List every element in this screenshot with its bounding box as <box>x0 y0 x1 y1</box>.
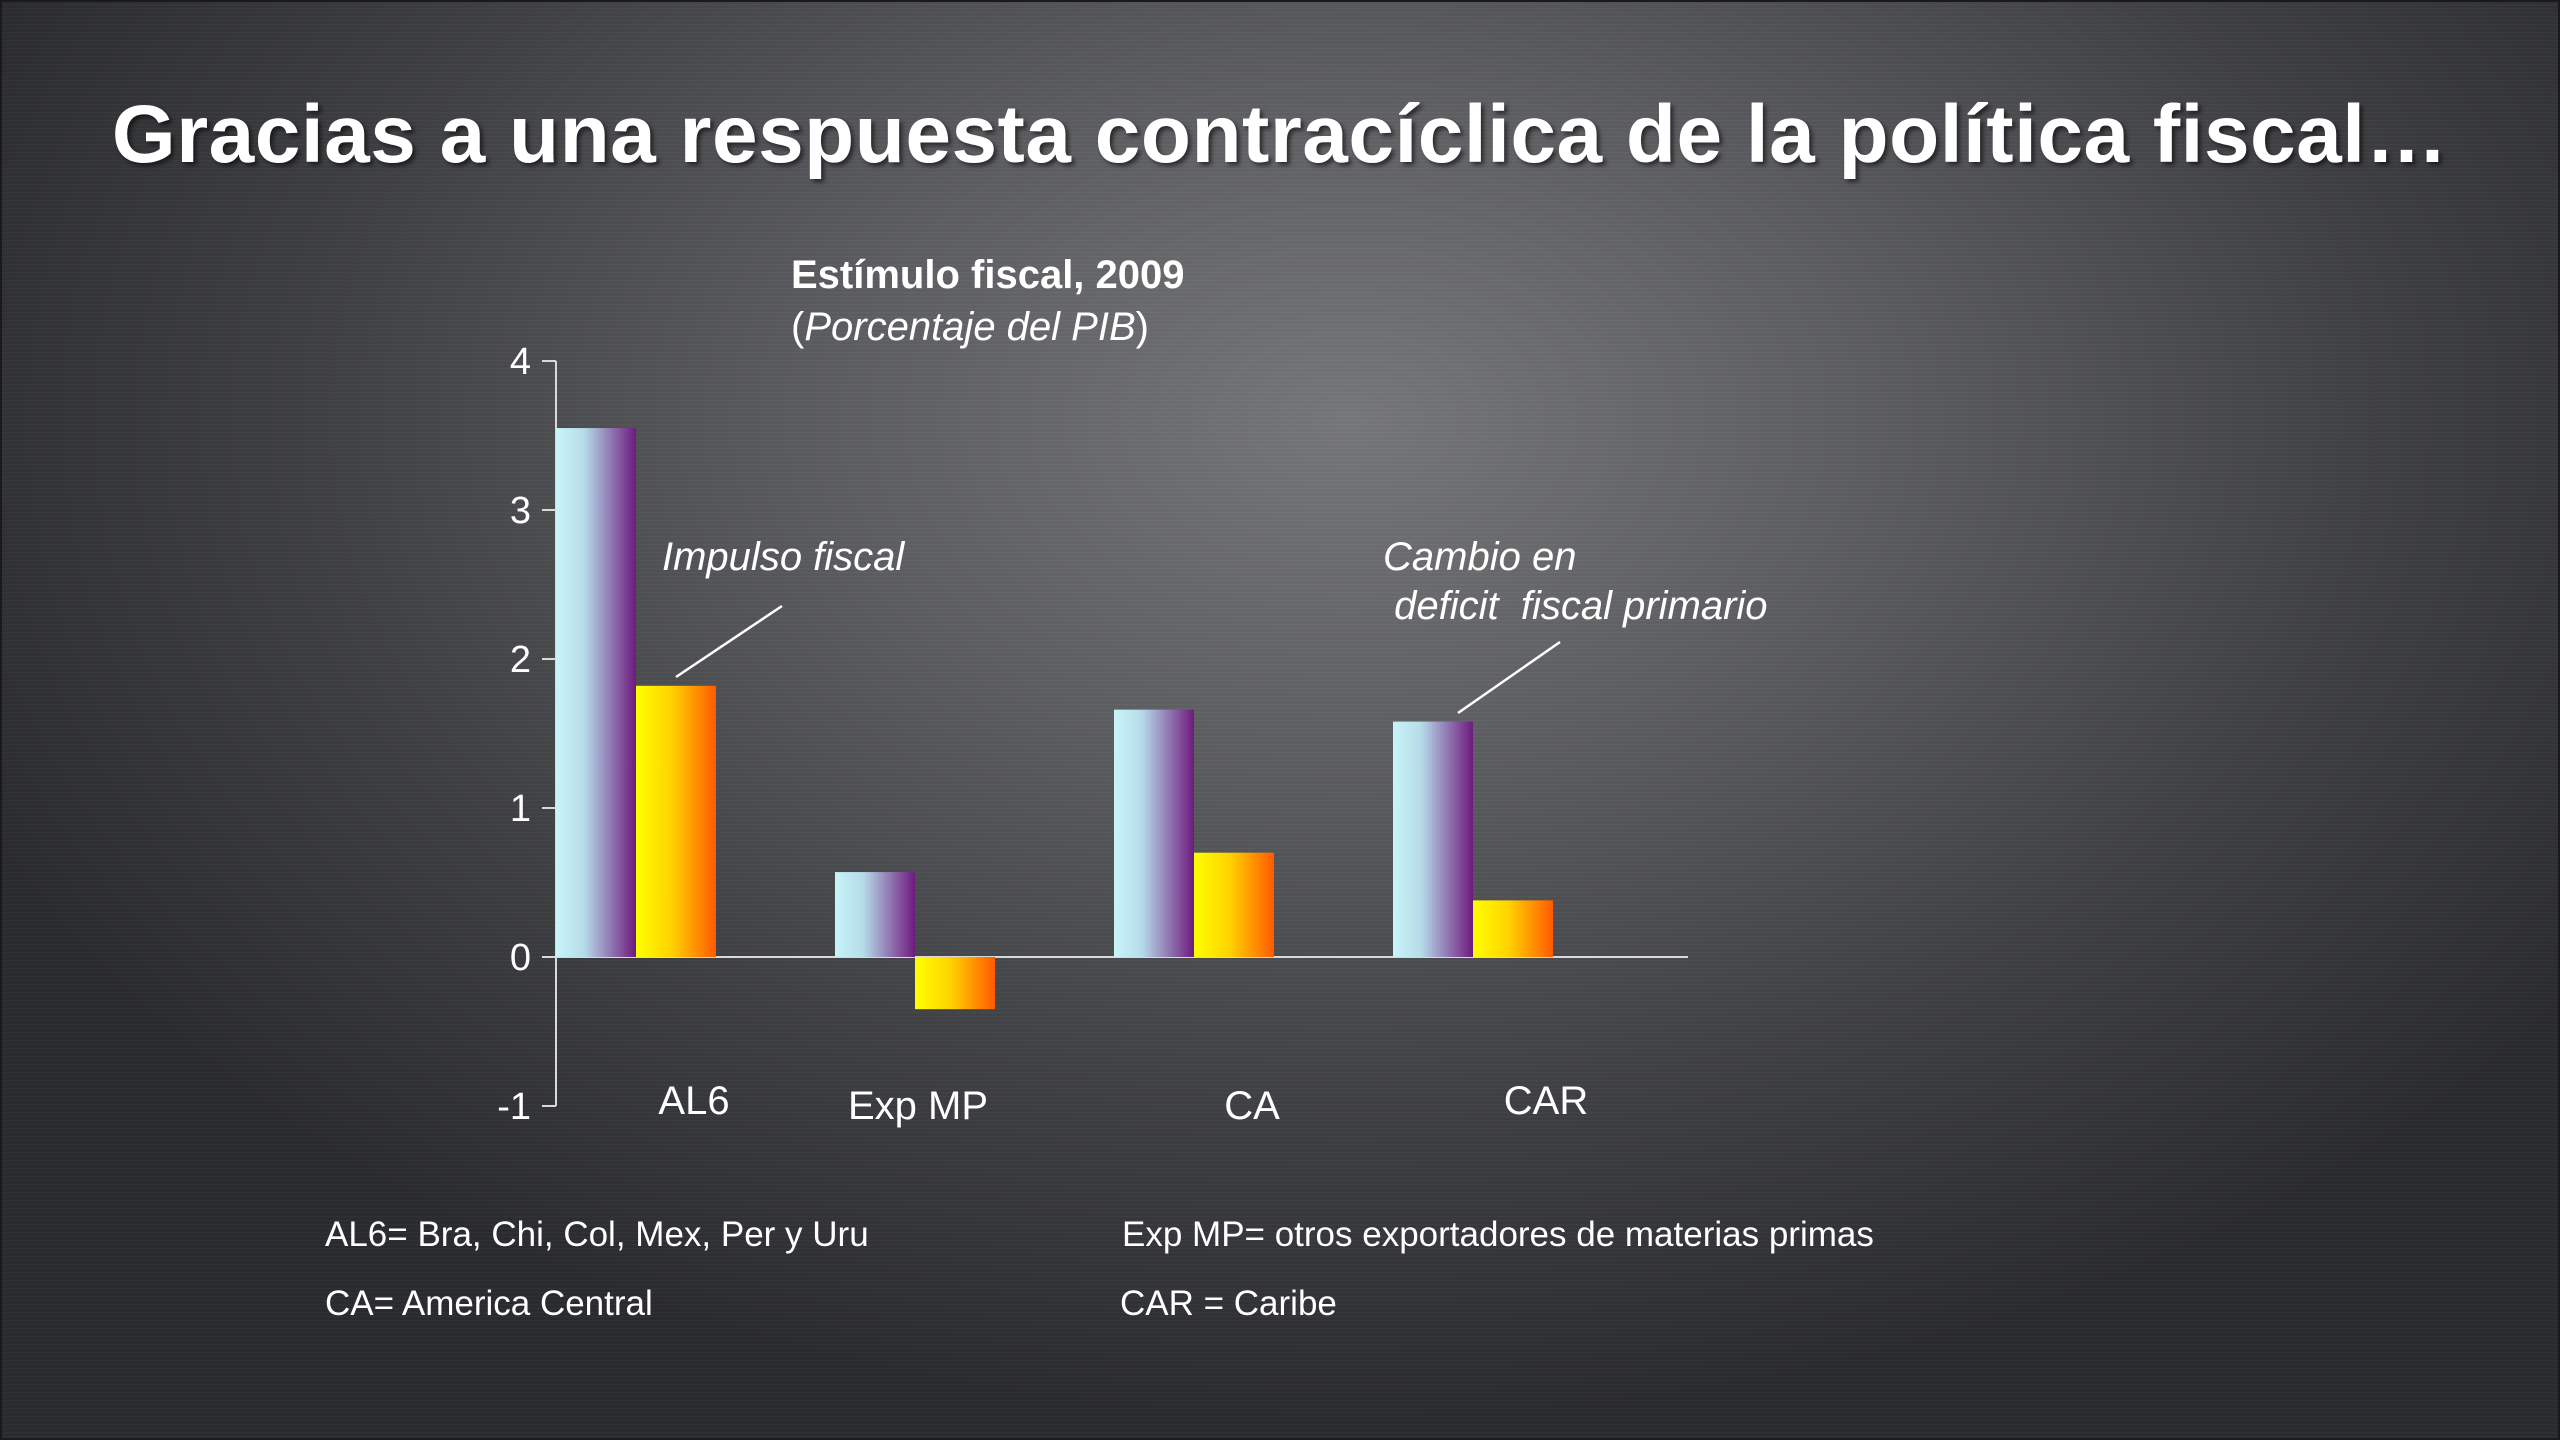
category-label: CA <box>1224 1084 1280 1128</box>
annotation-leader-line <box>675 604 783 679</box>
category-labels: AL6 Exp MP CA CAR <box>658 1079 1588 1128</box>
category-label: Exp MP <box>848 1084 988 1128</box>
bar-impulso-fiscal <box>915 957 995 1010</box>
y-tick-label: 1 <box>510 788 531 830</box>
subtitle-units: Porcentaje del PIB <box>804 305 1136 349</box>
annotation-leader-line <box>1457 640 1561 715</box>
category-label: CAR <box>1504 1079 1588 1123</box>
y-tick-label: 0 <box>510 937 531 979</box>
annotation-line: deficit fiscal primario <box>1383 584 1768 628</box>
chart-title: Estímulo fiscal, 2009 <box>791 253 1185 297</box>
bar-cambio-deficit <box>1393 721 1473 957</box>
bar-cambio-deficit <box>1114 709 1194 957</box>
subtitle-close-paren: ) <box>1135 305 1149 349</box>
y-tick-label: 2 <box>510 639 531 681</box>
bar-cambio-deficit <box>556 428 636 957</box>
y-tick-label: -1 <box>497 1086 531 1128</box>
category-label: AL6 <box>658 1079 729 1123</box>
bar-impulso-fiscal <box>1473 900 1553 957</box>
bar-impulso-fiscal <box>636 685 716 957</box>
footnote-exp-mp: Exp MP= otros exportadores de materias p… <box>1122 1215 1874 1254</box>
y-tick-label: 4 <box>510 341 531 383</box>
slide-title: Gracias a una respuesta contracíclica de… <box>111 89 2449 180</box>
footnote-car: CAR = Caribe <box>1120 1284 1337 1323</box>
annotation-line: Cambio en <box>1383 535 1576 579</box>
bar-impulso-fiscal <box>1194 852 1274 957</box>
y-tick-labels: -1 0 1 2 3 4 <box>497 341 531 1128</box>
chart-annotations: Impulso fiscal Cambio en deficit fiscal p… <box>662 535 1768 715</box>
annotation-impulso-fiscal: Impulso fiscal <box>662 535 905 579</box>
chart-subtitle: (Porcentaje del PIB) <box>791 305 1149 350</box>
chart-bars <box>556 428 1553 1010</box>
y-tick-label: 3 <box>510 490 531 532</box>
annotation-cambio-deficit: Cambio en deficit fiscal primario <box>1383 535 1768 628</box>
bar-cambio-deficit <box>835 872 915 957</box>
subtitle-open-paren: ( <box>791 305 805 349</box>
footnote-al6: AL6= Bra, Chi, Col, Mex, Per y Uru <box>325 1215 869 1254</box>
footnote-ca: CA= America Central <box>325 1284 653 1323</box>
